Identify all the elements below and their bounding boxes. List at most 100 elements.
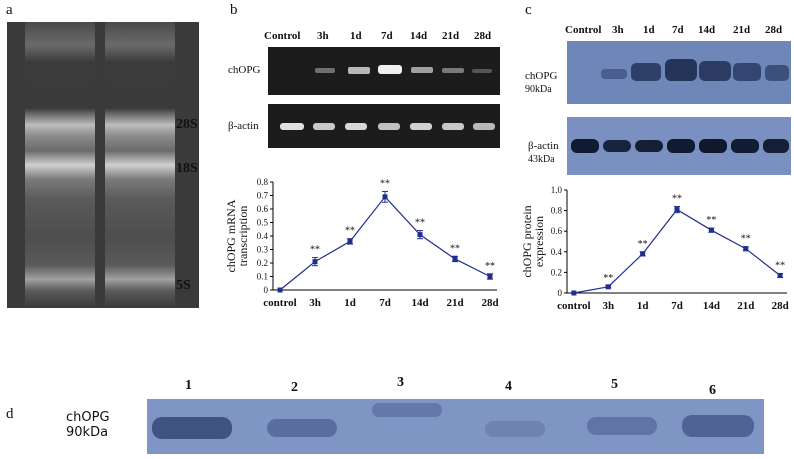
b-y-tick-label: 0.6 [257, 204, 269, 214]
c-actin-western-blot [567, 117, 791, 175]
b-significance-mark: ** [415, 218, 425, 229]
c-y-tick-label: 0.8 [551, 206, 563, 216]
c-data-point [743, 246, 749, 252]
b-y-label-line1: chOPG mRNA [224, 199, 238, 272]
c-data-point [708, 227, 714, 233]
panel-b-mrna-chart: 0 0.1 0.2 0.3 0.4 0.5 0.6 0.7 0.8 control 3h 1d 7d 14… [224, 177, 499, 309]
b-data-point [312, 259, 318, 265]
b-lane-28d: 28d [474, 30, 492, 42]
b-lane-3h: 3h [317, 30, 329, 42]
b-x-tick-label: 28d [481, 297, 498, 309]
b-data-point [487, 274, 493, 279]
rrna-28s-label: 28S [176, 117, 198, 132]
b-y-tick-label: 0.7 [257, 191, 269, 201]
panel-c-protein-chart: 0 0.2 0.4 0.6 0.8 1.0 control 3h 1d 7d 14d 21d 28d ch… [520, 185, 789, 312]
c-x-tick-label: 21d [737, 300, 754, 312]
c-chopg-row-label: chOPG [525, 70, 558, 82]
d-chopg-western-blot [147, 399, 764, 454]
b-y-tick-label: 0 [264, 285, 269, 295]
c-lane-14d: 14d [698, 24, 716, 36]
c-lane-control: Control [565, 24, 602, 36]
c-actin-row-label: β-actin [528, 140, 559, 152]
panel-d-label: d [6, 406, 14, 422]
c-data-point [674, 207, 680, 213]
c-y-label-line1: chOPG protein [520, 205, 534, 277]
d-lane-5: 5 [611, 377, 618, 392]
rrna-18s-label: 18S [176, 161, 198, 176]
b-lane-7d: 7d [381, 30, 393, 42]
c-y-tick-label: 0 [558, 288, 563, 298]
b-lane-control: Control [264, 30, 301, 42]
c-y-label-line2: expression [532, 216, 546, 267]
c-x-tick-label: control [557, 300, 590, 312]
c-data-point [571, 290, 577, 296]
b-x-tick-label: control [263, 297, 296, 309]
gel-lane-1 [25, 22, 95, 308]
b-data-point [347, 238, 353, 244]
b-significance-mark: ** [450, 243, 460, 254]
b-y-tick-label: 0.8 [257, 177, 269, 187]
b-x-tick-label: 14d [411, 297, 428, 309]
b-x-tick-label: 7d [379, 297, 391, 309]
c-significance-mark: ** [706, 215, 716, 226]
c-chopg-kda-label: 90kDa [525, 84, 552, 95]
b-y-tick-label: 0.4 [257, 231, 269, 241]
rrna-5s-label: 5S [176, 278, 191, 293]
b-y-tick-label: 0.2 [257, 258, 268, 268]
c-lane-1d: 1d [643, 24, 655, 36]
c-lane-28d: 28d [765, 24, 783, 36]
c-x-tick-label: 7d [671, 300, 683, 312]
d-lane-1: 1 [185, 378, 192, 393]
c-data-point [777, 272, 783, 278]
c-y-tick-label: 0.6 [551, 226, 563, 236]
b-significance-mark: ** [310, 245, 320, 256]
c-significance-mark: ** [603, 273, 613, 284]
c-x-tick-label: 1d [637, 300, 649, 312]
b-data-point [277, 287, 283, 293]
panel-c-label: c [525, 2, 532, 18]
b-lane-14d: 14d [410, 30, 428, 42]
b-significance-mark: ** [345, 226, 355, 237]
c-actin-kda-label: 43kDa [528, 154, 555, 165]
d-lane-3: 3 [397, 375, 404, 390]
b-x-tick-label: 21d [446, 297, 463, 309]
d-chopg-kda-label: 90kDa [66, 425, 109, 440]
b-y-tick-label: 0.3 [257, 245, 269, 255]
panel-a-label: a [6, 2, 13, 18]
d-lane-4: 4 [505, 379, 512, 394]
b-y-tick-label: 0.5 [257, 218, 269, 228]
c-x-tick-label: 3h [602, 300, 614, 312]
c-y-tick-label: 0.2 [551, 267, 562, 277]
b-actin-pcr-gel [268, 104, 500, 148]
c-data-point [640, 251, 646, 257]
c-data-point [605, 284, 611, 290]
b-chopg-row-label: chOPG [228, 64, 261, 76]
b-actin-row-label: β-actin [228, 120, 259, 132]
c-x-tick-label: 14d [703, 300, 720, 312]
b-lane-1d: 1d [350, 30, 362, 42]
c-chopg-western-blot [567, 41, 791, 104]
b-data-point [452, 256, 458, 262]
c-significance-mark: ** [741, 234, 751, 245]
c-x-tick-label: 28d [772, 300, 789, 312]
c-significance-mark: ** [775, 260, 785, 271]
b-data-point [417, 232, 423, 238]
c-lane-21d: 21d [733, 24, 751, 36]
b-y-tick-label: 0.1 [257, 272, 268, 282]
c-y-tick-label: 1.0 [551, 185, 563, 195]
c-significance-mark: ** [672, 193, 682, 204]
d-lane-2: 2 [291, 380, 298, 395]
c-lane-7d: 7d [672, 24, 684, 36]
b-data-point [382, 194, 388, 200]
b-lane-21d: 21d [442, 30, 460, 42]
c-y-tick-label: 0.4 [551, 247, 563, 257]
agarose-gel-image [7, 22, 199, 308]
b-significance-mark: ** [485, 261, 495, 272]
b-significance-mark: ** [380, 178, 390, 189]
d-chopg-row-label: chOPG [66, 410, 110, 425]
b-x-tick-label: 1d [344, 297, 356, 309]
b-y-label-line2: transcription [236, 206, 250, 267]
c-significance-mark: ** [638, 239, 648, 250]
c-lane-3h: 3h [612, 24, 624, 36]
gel-lane-2 [105, 22, 175, 308]
